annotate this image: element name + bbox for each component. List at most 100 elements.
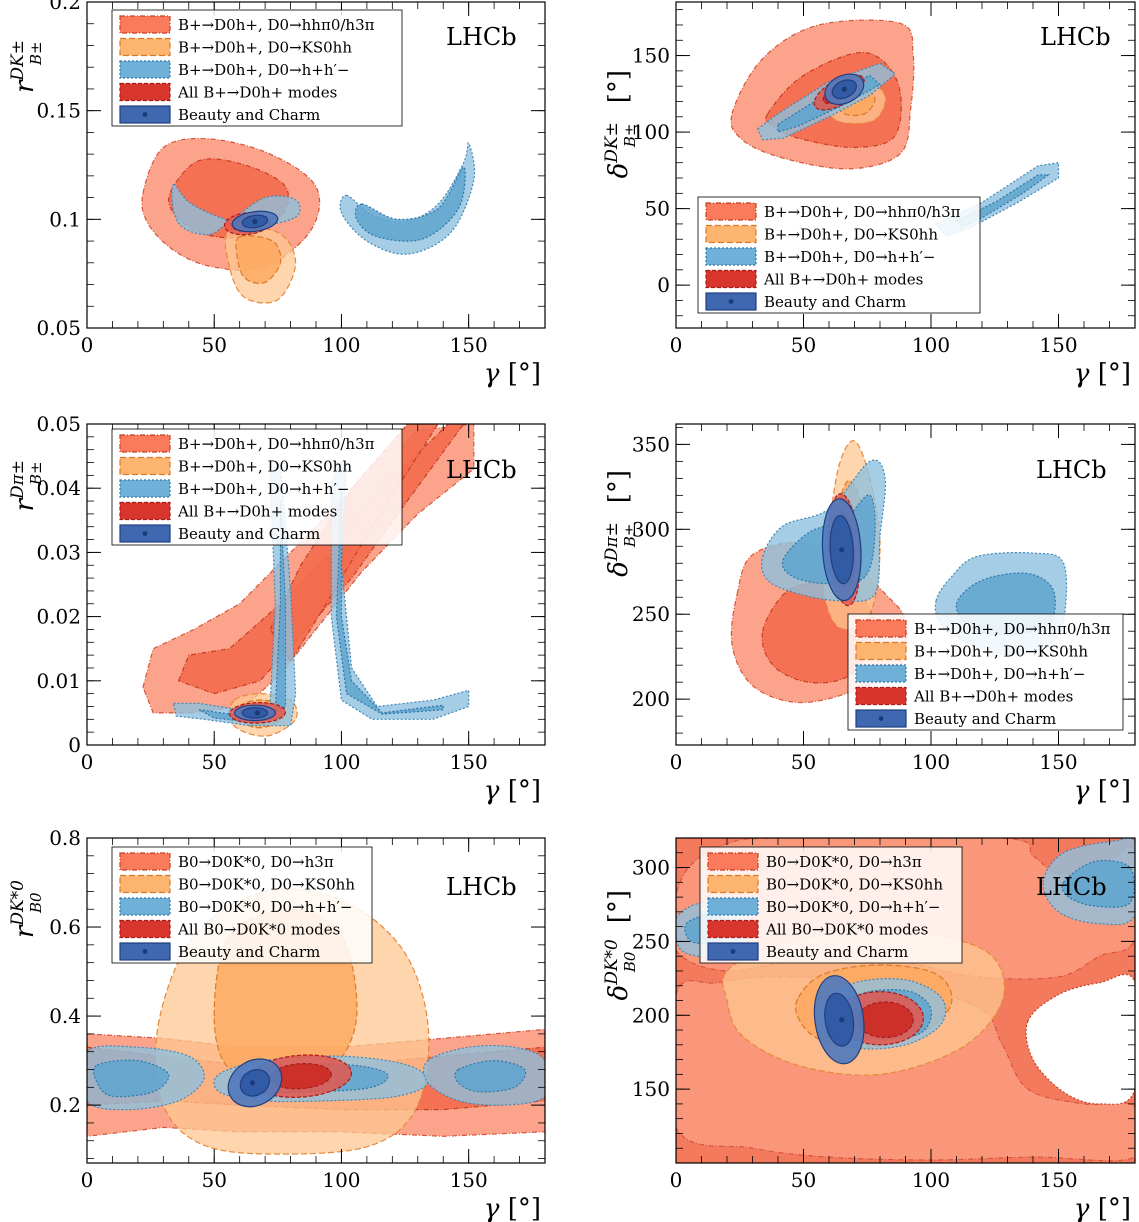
y-tick-label: 250 bbox=[632, 602, 670, 626]
experiment-label: LHCb bbox=[1036, 456, 1107, 484]
legend-entry: B0→D0K*0, D0→h3π bbox=[766, 853, 922, 871]
x-tick-label: 150 bbox=[1039, 750, 1077, 774]
legend-swatch bbox=[705, 202, 757, 221]
chart-panel-1: 0 50 100 150 0.05 0.1 0.15 0.2 γ [°] rDK±B± LHCb B+… bbox=[8, 0, 546, 389]
y-tick-label: 0.01 bbox=[36, 669, 81, 693]
y-tick-label: 0.04 bbox=[36, 476, 81, 500]
y-axis-label: δDK*0B0 [°] bbox=[602, 890, 639, 1000]
contour-orange-1sigma bbox=[235, 235, 282, 284]
contour-combined-1sigma bbox=[856, 1001, 914, 1039]
legend-entry: B0→D0K*0, D0→h+h′− bbox=[766, 898, 941, 916]
y-axis-label: δDK±B± [°] bbox=[602, 70, 639, 178]
legend-entry: Beauty and Charm bbox=[178, 943, 320, 961]
legend-entry: Beauty and Charm bbox=[178, 106, 320, 124]
legend-swatch bbox=[707, 874, 759, 894]
legend-swatch bbox=[119, 37, 171, 57]
x-tick-label: 0 bbox=[81, 1168, 94, 1192]
excluded-region bbox=[1025, 973, 1135, 1105]
y-tick-label: 0.02 bbox=[36, 605, 81, 629]
legend-swatch bbox=[119, 456, 171, 476]
x-tick-label: 100 bbox=[912, 333, 950, 357]
x-tick-label: 100 bbox=[322, 333, 360, 357]
legend: B+→D0h+, D0→hhπ0/h3π B+→D0h+, D0→KS0hh B+→… bbox=[111, 9, 403, 127]
experiment-label: LHCb bbox=[446, 456, 517, 484]
y-tick-label: 200 bbox=[632, 1003, 670, 1027]
y-tick-label: 50 bbox=[645, 197, 670, 221]
contour-blue-1sigma-right bbox=[1061, 859, 1135, 908]
legend-swatch bbox=[855, 619, 907, 638]
best-fit-point bbox=[839, 547, 845, 553]
y-tick-label: 0.1 bbox=[49, 207, 81, 231]
legend-swatch bbox=[119, 479, 171, 498]
best-fit-point bbox=[841, 86, 847, 92]
x-tick-label: 150 bbox=[450, 1168, 488, 1192]
y-tick-label: 0 bbox=[657, 273, 670, 297]
legend-swatch bbox=[855, 664, 907, 683]
legend-swatch bbox=[119, 919, 171, 939]
legend-swatch bbox=[707, 852, 759, 871]
y-axis-label: δDπ±B± [°] bbox=[602, 470, 639, 577]
legend-entry: All B+→D0h+ modes bbox=[913, 688, 1073, 706]
legend-marker bbox=[728, 299, 734, 304]
x-axis-label: γ [°] bbox=[484, 1194, 541, 1222]
y-tick-label: 150 bbox=[632, 1077, 670, 1101]
legend-marker bbox=[878, 716, 884, 721]
legend-entry: B+→D0h+, D0→hhπ0/h3π bbox=[764, 203, 961, 221]
y-tick-label: 100 bbox=[632, 120, 670, 144]
best-fit-point bbox=[249, 1080, 255, 1086]
contour-blue-1sigma-far bbox=[354, 166, 466, 242]
y-tick-label: 200 bbox=[632, 687, 670, 711]
legend-entry: B+→D0h+, D0→h+h′− bbox=[764, 248, 936, 266]
legend-entry: Beauty and Charm bbox=[764, 293, 906, 311]
x-tick-label: 50 bbox=[791, 750, 816, 774]
y-tick-label: 0.05 bbox=[36, 316, 81, 340]
legend: B0→D0K*0, D0→h3π B0→D0K*0, D0→KS0hh B0→D0K… bbox=[111, 846, 373, 964]
y-tick-label: 0.4 bbox=[49, 1004, 81, 1028]
y-tick-label: 0.03 bbox=[36, 540, 81, 564]
plot-area bbox=[730, 19, 1060, 237]
x-tick-label: 150 bbox=[1039, 1168, 1077, 1192]
legend-marker bbox=[142, 112, 148, 117]
y-axis-label: rDK±B± bbox=[8, 40, 45, 93]
legend-entry: B+→D0h+, D0→KS0hh bbox=[178, 39, 352, 57]
x-tick-label: 0 bbox=[670, 1168, 683, 1192]
legend-entry: All B0→D0K*0 modes bbox=[765, 921, 928, 939]
chart-panel-6: 0 50 100 150 150 200 250 300 γ [°] δDK*0B0 [°] LHC… bbox=[602, 837, 1136, 1222]
legend-entry: All B+→D0h+ modes bbox=[177, 503, 337, 521]
x-tick-label: 50 bbox=[791, 1168, 816, 1192]
y-axis-label: rDK*0B0 bbox=[8, 880, 45, 938]
legend-entry: B+→D0h+, D0→hhπ0/h3π bbox=[178, 16, 375, 34]
legend-entry: Beauty and Charm bbox=[914, 710, 1056, 728]
legend-swatch bbox=[119, 874, 171, 894]
legend-swatch bbox=[119, 15, 171, 34]
legend-entry: B0→D0K*0, D0→h3π bbox=[178, 853, 334, 871]
experiment-label: LHCb bbox=[446, 873, 517, 901]
x-tick-label: 100 bbox=[912, 1168, 950, 1192]
legend-entry: B0→D0K*0, D0→KS0hh bbox=[178, 876, 355, 894]
y-tick-label: 150 bbox=[632, 44, 670, 68]
x-tick-label: 50 bbox=[201, 333, 226, 357]
legend: B+→D0h+, D0→hhπ0/h3π B+→D0h+, D0→KS0hh B+→… bbox=[111, 428, 403, 546]
y-tick-label: 0.6 bbox=[49, 915, 81, 939]
best-fit-point bbox=[839, 1017, 845, 1023]
legend-swatch bbox=[119, 501, 171, 521]
legend-entry: B+→D0h+, D0→h+h′− bbox=[178, 61, 350, 79]
experiment-label: LHCb bbox=[1040, 23, 1111, 51]
legend-entry: All B+→D0h+ modes bbox=[177, 84, 337, 102]
legend-swatch bbox=[119, 852, 171, 871]
x-tick-label: 150 bbox=[1039, 333, 1077, 357]
chart-panel-4: 0 50 100 150 200 250 300 350 γ [°] δDπ±B± [°] LHCb… bbox=[602, 423, 1136, 806]
experiment-label: LHCb bbox=[446, 23, 517, 51]
legend-swatch bbox=[119, 60, 171, 79]
legend-swatch bbox=[119, 897, 171, 916]
y-tick-label: 300 bbox=[632, 517, 670, 541]
y-tick-label: 0.05 bbox=[36, 412, 81, 436]
plot-area bbox=[730, 440, 1068, 704]
legend: B+→D0h+, D0→hhπ0/h3π B+→D0h+, D0→KS0hh B+→… bbox=[697, 196, 981, 314]
legend-entry: B+→D0h+, D0→KS0hh bbox=[914, 643, 1088, 661]
legend-entry: B+→D0h+, D0→hhπ0/h3π bbox=[178, 435, 375, 453]
legend-swatch bbox=[707, 897, 759, 916]
y-tick-label: 0.2 bbox=[49, 1093, 81, 1117]
legend-entry: Beauty and Charm bbox=[178, 525, 320, 543]
